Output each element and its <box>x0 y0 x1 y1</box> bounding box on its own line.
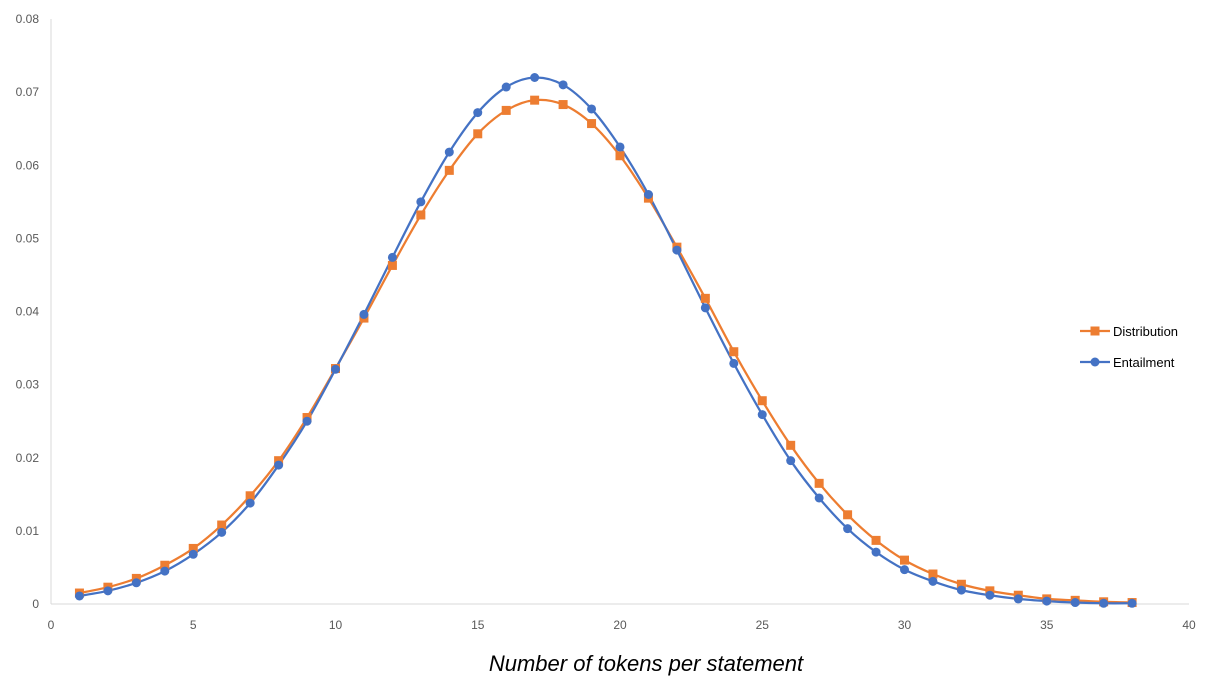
y-tick-label: 0 <box>32 597 39 611</box>
x-tick-label: 30 <box>898 618 912 632</box>
entailment-data-point <box>1127 598 1137 608</box>
entailment-legend-marker <box>1090 357 1100 367</box>
y-tick-label: 0.03 <box>16 378 40 392</box>
distribution-data-point <box>416 210 426 220</box>
entailment-data-point <box>1013 594 1023 604</box>
legend-item-entailment: Entailment <box>1080 355 1175 370</box>
x-tick-label: 5 <box>190 618 197 632</box>
entailment-data-point <box>928 576 938 586</box>
y-tick-label: 0.02 <box>16 451 40 465</box>
entailment-data-point <box>1099 598 1109 608</box>
entailment-data-point <box>103 586 113 596</box>
distribution-data-point <box>786 440 796 450</box>
entailment-data-point <box>416 197 426 207</box>
entailment-data-point <box>1070 598 1080 608</box>
distribution-data-point <box>501 105 511 115</box>
x-tick-label: 40 <box>1182 618 1196 632</box>
entailment-data-point <box>131 578 141 588</box>
entailment-data-point <box>530 73 540 82</box>
entailment-data-point <box>473 108 483 118</box>
distribution-data-point <box>587 119 597 129</box>
series-lines <box>79 76 1133 605</box>
entailment-data-point <box>302 416 312 426</box>
entailment-data-point <box>1042 596 1052 606</box>
y-tick-label: 0.08 <box>16 12 40 26</box>
legend-item-distribution: Distribution <box>1080 324 1178 339</box>
distribution-data-point <box>530 95 540 105</box>
x-tick-label: 15 <box>471 618 485 632</box>
distribution-data-point <box>444 165 454 175</box>
distribution-data-point <box>558 100 568 110</box>
x-axis-title: Number of tokens per statement <box>489 651 804 676</box>
entailment-data-point <box>729 358 739 368</box>
y-tick-labels: 0 0.01 0.02 0.03 0.04 0.05 0.06 0.07 0.08 <box>16 12 40 611</box>
entailment-data-point <box>331 364 340 374</box>
series-markers <box>74 73 1137 608</box>
entailment-data-point <box>757 410 767 420</box>
axes <box>50 19 1189 605</box>
entailment-data-point <box>74 591 84 601</box>
entailment-data-point <box>359 309 369 319</box>
entailment-data-point <box>188 549 198 559</box>
distribution-data-point <box>700 293 710 303</box>
y-tick-label: 0.04 <box>16 305 40 319</box>
x-tick-label: 10 <box>329 618 343 632</box>
entailment-legend-label: Entailment <box>1113 355 1175 370</box>
entailment-data-point <box>217 527 227 537</box>
entailment-data-point <box>900 565 909 575</box>
distribution-data-point <box>871 535 881 545</box>
distribution-data-point <box>188 543 198 553</box>
entailment-data-point <box>956 585 966 595</box>
entailment-series-line <box>79 76 1133 605</box>
entailment-data-point <box>843 524 853 534</box>
entailment-data-point <box>985 590 995 600</box>
distribution-data-point <box>956 579 966 589</box>
y-tick-label: 0.05 <box>16 231 40 245</box>
y-tick-label: 0.07 <box>16 85 40 99</box>
x-tick-label: 20 <box>613 618 627 632</box>
entailment-data-point <box>587 104 597 114</box>
x-tick-label: 0 <box>48 618 55 632</box>
x-tick-label: 25 <box>756 618 770 632</box>
distribution-data-point <box>843 510 853 520</box>
distribution-data-point <box>615 151 625 161</box>
distribution-data-point <box>217 520 227 530</box>
distribution-data-point <box>473 129 483 139</box>
entailment-data-point <box>871 547 881 557</box>
entailment-data-point <box>615 142 625 152</box>
entailment-data-point <box>672 245 682 255</box>
entailment-data-point <box>245 498 255 508</box>
y-tick-label: 0.06 <box>16 158 40 172</box>
entailment-data-point <box>501 82 511 92</box>
distribution-series-line <box>79 98 1133 604</box>
x-tick-label: 35 <box>1040 618 1054 632</box>
entailment-data-point <box>274 460 284 470</box>
distribution-legend-label: Distribution <box>1113 324 1178 339</box>
distribution-data-point <box>245 491 255 501</box>
distribution-data-point <box>729 347 739 357</box>
y-tick-label: 0.01 <box>16 524 40 538</box>
entailment-data-point <box>444 147 454 157</box>
x-tick-labels: 0 5 10 15 20 25 30 35 40 <box>48 618 1196 632</box>
distribution-data-point <box>900 555 909 565</box>
entailment-data-point <box>786 456 796 466</box>
distribution-data-point <box>757 396 767 406</box>
entailment-data-point <box>814 493 824 503</box>
entailment-data-point <box>643 190 653 199</box>
entailment-data-point <box>558 80 568 90</box>
entailment-data-point <box>387 252 397 262</box>
distribution-data-point <box>814 478 824 488</box>
distribution-data-point <box>160 560 170 570</box>
distribution-legend-marker <box>1090 326 1100 336</box>
entailment-data-point <box>160 566 170 576</box>
entailment-data-point <box>700 303 710 313</box>
distribution-data-point <box>387 260 397 270</box>
legend: Distribution Entailment <box>1080 324 1178 370</box>
distribution-data-point <box>928 569 938 579</box>
